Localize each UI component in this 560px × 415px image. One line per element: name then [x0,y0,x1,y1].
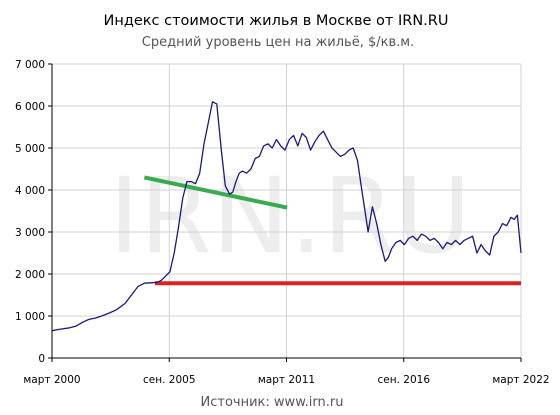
y-tick-label: 2 000 [15,269,45,281]
source-caption: Источник: www.irn.ru [201,395,344,410]
y-tick-label: 4 000 [15,185,45,197]
chart-subtitle: Средний уровень цен на жильё, $/кв.м. [142,35,414,50]
x-tick-labels: март 2000 сен. 2005 март 2011 сен. 2016 март… [23,374,549,386]
axes [48,63,522,362]
x-tick-label: март 2022 [492,374,549,386]
watermark-text: IRN.RU [109,155,471,277]
x-tick-label: сен. 2005 [143,374,196,386]
x-tick-label: март 2000 [23,374,80,386]
reference-line [143,175,288,210]
y-tick-label: 3 000 [15,227,45,239]
y-tick-label: 5 000 [15,143,45,155]
chart-title: Индекс стоимости жилья в Москве от IRN.R… [104,13,449,29]
series-line [51,101,522,332]
y-tick-label: 6 000 [15,101,45,113]
x-tick-label: март 2011 [258,374,315,386]
reference-lines [143,175,521,286]
y-tick-label: 1 000 [15,311,45,323]
y-tick-label: 7 000 [15,59,45,71]
series-group [51,101,522,332]
y-tick-labels: 0 1 000 2 000 3 000 4 000 5 000 6 000 7 000 [15,59,45,365]
x-tick-label: сен. 2016 [378,374,431,386]
y-tick-label: 0 [38,353,45,365]
